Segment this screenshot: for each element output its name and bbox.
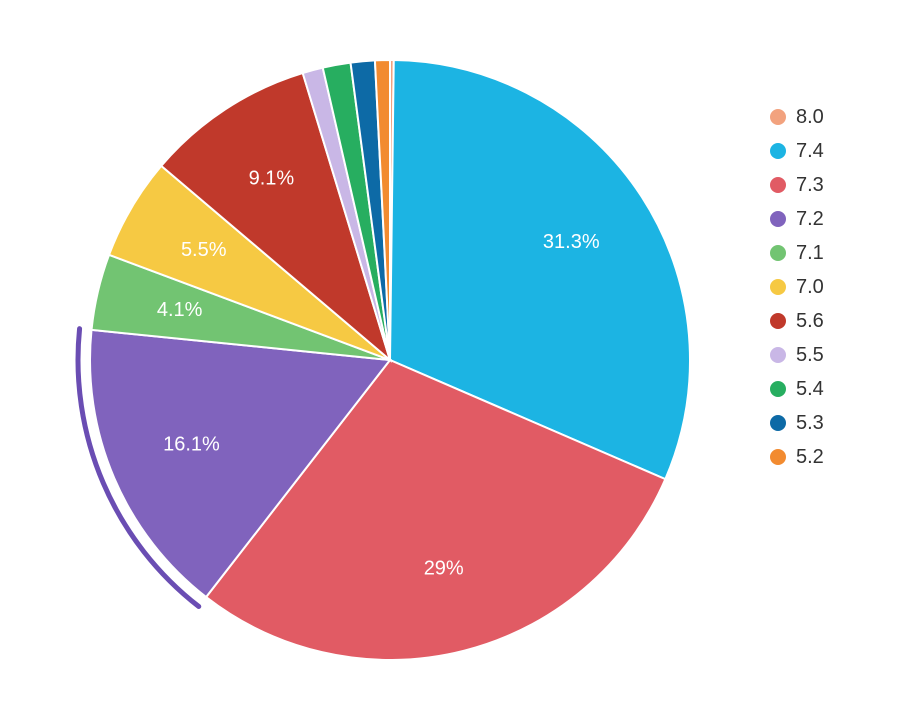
slice-label: 4.1% bbox=[157, 299, 203, 321]
slice-label: 16.1% bbox=[163, 433, 220, 455]
legend-label: 5.5 bbox=[796, 344, 824, 367]
legend-swatch-icon bbox=[770, 449, 786, 465]
legend-item[interactable]: 5.2 bbox=[770, 440, 824, 474]
legend-swatch-icon bbox=[770, 279, 786, 295]
legend-item[interactable]: 7.2 bbox=[770, 202, 824, 236]
legend-label: 7.2 bbox=[796, 208, 824, 231]
legend-item[interactable]: 5.6 bbox=[770, 304, 824, 338]
legend-swatch-icon bbox=[770, 177, 786, 193]
pie-chart-container: 31.3% 29% 16.1% 4.1% 5.5% 9.1% 8.0 7.4 7.3 7.2 7.… bbox=[0, 0, 920, 720]
legend-item[interactable]: 5.3 bbox=[770, 406, 824, 440]
slice-label: 9.1% bbox=[249, 168, 295, 190]
slice-label: 5.5% bbox=[181, 239, 227, 261]
legend-item[interactable]: 5.5 bbox=[770, 338, 824, 372]
slice-label: 31.3% bbox=[543, 231, 600, 253]
legend-item[interactable]: 7.3 bbox=[770, 168, 824, 202]
slice-label: 29% bbox=[424, 557, 464, 579]
legend-swatch-icon bbox=[770, 143, 786, 159]
legend-swatch-icon bbox=[770, 245, 786, 261]
legend-item[interactable]: 7.1 bbox=[770, 236, 824, 270]
legend-label: 5.6 bbox=[796, 310, 824, 333]
legend-item[interactable]: 7.0 bbox=[770, 270, 824, 304]
legend-label: 5.3 bbox=[796, 412, 824, 435]
legend-swatch-icon bbox=[770, 415, 786, 431]
legend-item[interactable]: 5.4 bbox=[770, 372, 824, 406]
legend-item[interactable]: 8.0 bbox=[770, 100, 824, 134]
legend-swatch-icon bbox=[770, 313, 786, 329]
legend-label: 7.3 bbox=[796, 174, 824, 197]
legend-label: 8.0 bbox=[796, 106, 824, 129]
legend: 8.0 7.4 7.3 7.2 7.1 7.0 5.6 5.5 5.4 5.3 5.2 bbox=[770, 100, 824, 474]
legend-label: 5.4 bbox=[796, 378, 824, 401]
legend-swatch-icon bbox=[770, 211, 786, 227]
legend-label: 7.1 bbox=[796, 242, 824, 265]
legend-label: 5.2 bbox=[796, 446, 824, 469]
legend-swatch-icon bbox=[770, 347, 786, 363]
legend-item[interactable]: 7.4 bbox=[770, 134, 824, 168]
legend-swatch-icon bbox=[770, 109, 786, 125]
legend-label: 7.0 bbox=[796, 276, 824, 299]
legend-swatch-icon bbox=[770, 381, 786, 397]
legend-label: 7.4 bbox=[796, 140, 824, 163]
